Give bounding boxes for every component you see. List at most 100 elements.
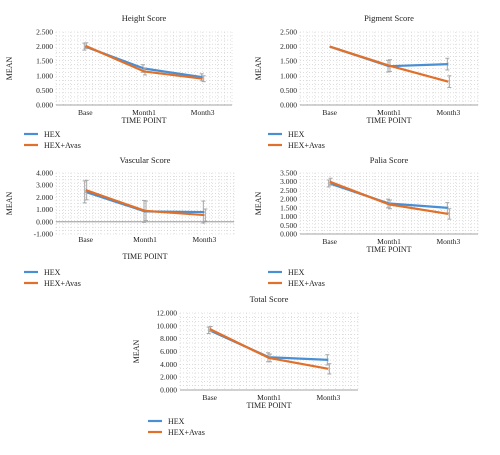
y-axis-label: MEAN: [132, 340, 141, 364]
y-tick-label: 2.500: [36, 28, 53, 37]
legend: HEX HEX+Avas: [24, 268, 81, 288]
x-axis-label: TIME POINT: [366, 116, 411, 125]
y-tick-label: 2.500: [280, 186, 297, 195]
y-tick-label: 1.500: [36, 57, 53, 66]
legend-label: HEX+Avas: [44, 141, 81, 150]
legend: HEX HEX+Avas: [24, 130, 81, 150]
y-tick-label: 8.000: [160, 334, 177, 343]
x-tick-label: Base: [78, 235, 93, 244]
y-tick-label: 12.000: [156, 309, 177, 318]
series-line: [85, 189, 205, 217]
chart-title: Total Score: [250, 294, 289, 304]
x-tick-label: Month3: [436, 108, 460, 117]
y-tick-label: 0.000: [280, 101, 297, 110]
y-tick-label: 1.000: [36, 71, 53, 80]
y-tick-label: 2.000: [160, 373, 177, 382]
x-tick-label: Month3: [316, 393, 340, 402]
y-tick-label: 1.000: [280, 212, 297, 221]
x-axis-label: TIME POINT: [121, 116, 166, 125]
chart-title: Height Score: [122, 13, 167, 23]
grid: [55, 31, 233, 106]
grid: [55, 172, 235, 235]
y-tick-label: 2.000: [280, 195, 297, 204]
chart-total-score: 0.000 2.000 4.000 6.000 8.000 10.000 12.000 Bas…: [132, 294, 359, 437]
legend-label: HEX: [44, 130, 61, 139]
legend-label: HEX+Avas: [44, 279, 81, 288]
series-hex-avas: [329, 45, 452, 88]
legend-label: HEX: [44, 268, 61, 277]
y-tick-label: 0.000: [36, 101, 53, 110]
y-tick-label: 3.500: [280, 169, 297, 178]
y-axis-label: MEAN: [5, 57, 14, 81]
y-tick-label: 0.500: [280, 86, 297, 95]
x-tick-label: Base: [322, 237, 337, 246]
x-tick-label: Month1: [377, 108, 401, 117]
y-tick-label: 2.000: [36, 42, 53, 51]
y-tick-label: 0.500: [36, 86, 53, 95]
chart-title: Palia Score: [370, 155, 409, 165]
series-hex-avas: [84, 42, 206, 83]
chart-height-score: 0.000 0.500 1.000 1.500 2.000 2.500 Base Month1…: [5, 13, 233, 150]
y-tick-label: 6.000: [160, 347, 177, 356]
x-tick-label: Month1: [257, 393, 281, 402]
series-hex-avas: [208, 325, 332, 375]
x-tick-label: Month1: [132, 108, 156, 117]
y-tick-label: 10.000: [156, 321, 177, 330]
y-axis-label: MEAN: [254, 192, 263, 216]
y-tick-label: 1.500: [280, 203, 297, 212]
y-tick-label: 0.000: [36, 217, 53, 226]
chart-title: Vascular Score: [120, 155, 171, 165]
y-axis-label: MEAN: [254, 57, 263, 81]
y-tick-label: 2.500: [280, 28, 297, 37]
chart-title: Pigment Score: [364, 13, 414, 23]
x-axis-label: TIME POINT: [366, 245, 411, 254]
series-line: [329, 180, 449, 216]
y-tick-label: 0.000: [160, 386, 177, 395]
legend: HEX HEX+Avas: [268, 268, 325, 288]
x-tick-label: Month1: [377, 237, 401, 246]
legend-label: HEX: [288, 130, 305, 139]
x-tick-label: Base: [322, 108, 337, 117]
x-tick-label: Month3: [436, 237, 460, 246]
y-tick-label: 3.000: [36, 181, 53, 190]
grid: [179, 312, 359, 391]
x-tick-label: Base: [202, 393, 217, 402]
y-tick-label: 0.000: [280, 230, 297, 239]
y-tick-label: -1.000: [34, 230, 54, 239]
series-line: [84, 44, 203, 80]
y-axis-label: MEAN: [5, 192, 14, 216]
legend-label: HEX: [168, 417, 185, 426]
grid: [299, 31, 479, 106]
x-tick-label: Base: [78, 108, 93, 117]
x-tick-label: Month3: [192, 235, 216, 244]
y-tick-label: 2.000: [36, 193, 53, 202]
series-hex-avas: [84, 179, 208, 222]
legend-label: HEX+Avas: [288, 141, 325, 150]
y-tick-label: 1.000: [36, 205, 53, 214]
y-tick-label: 4.000: [36, 169, 53, 178]
series-hex-avas: [328, 177, 452, 220]
series-hex: [82, 180, 206, 224]
y-tick-label: 2.000: [280, 42, 297, 51]
chart-pigment-score: 0.000 0.500 1.000 1.500 2.000 2.500 Base Month1…: [254, 13, 479, 150]
x-tick-label: Month3: [191, 108, 215, 117]
y-tick-label: 4.000: [160, 360, 177, 369]
y-tick-label: 1.500: [280, 57, 297, 66]
legend-label: HEX+Avas: [168, 428, 205, 437]
x-axis-label: TIME POINT: [122, 252, 167, 261]
legend: HEX HEX+Avas: [268, 130, 325, 150]
y-tick-label: 3.000: [280, 177, 297, 186]
x-axis-label: TIME POINT: [246, 401, 291, 410]
chart-palia-score: 0.0000.5001.0001.5002.0002.5003.0003.500…: [254, 155, 479, 288]
legend: HEX HEX+Avas: [148, 417, 205, 437]
series-line: [329, 45, 449, 83]
x-tick-label: Month1: [133, 235, 157, 244]
legend-label: HEX: [288, 268, 305, 277]
legend-label: HEX+Avas: [288, 279, 325, 288]
series-line: [209, 328, 329, 370]
series-hex: [206, 326, 330, 366]
y-tick-label: 1.000: [280, 71, 297, 80]
chart-vascular-score: -1.000 0.000 1.000 2.000 3.000 4.000 Base Month…: [5, 155, 235, 288]
y-tick-label: 0.500: [280, 221, 297, 230]
